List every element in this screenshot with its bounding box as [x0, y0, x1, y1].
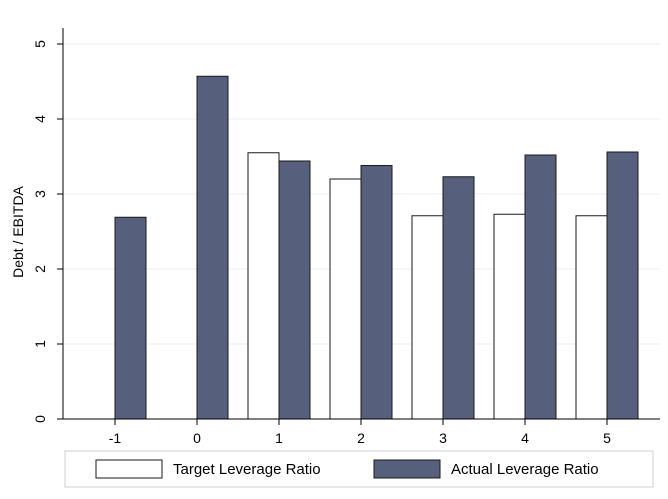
y-axis-ticks: 0 1 2 3 4 5 [32, 40, 63, 423]
x-tick-label: 0 [193, 430, 201, 446]
y-tick-label: 5 [32, 40, 48, 48]
bar-actual [442, 176, 475, 420]
y-tick-label: 0 [32, 415, 48, 423]
bar-target [493, 213, 526, 420]
bar-actual [524, 154, 557, 420]
x-tick-label: -1 [109, 430, 122, 446]
bars [114, 75, 639, 420]
bar-target [247, 152, 280, 420]
bar-actual [606, 151, 639, 420]
legend-frame [64, 450, 654, 488]
x-axis-ticks: -1 0 1 2 3 4 5 [109, 419, 611, 446]
bar-actual [114, 216, 147, 420]
bar-target [411, 215, 444, 420]
y-axis-title: Debt / EBITDA [10, 185, 26, 277]
legend: Target Leverage Ratio Actual Leverage Ra… [64, 450, 654, 488]
legend-swatch-target [95, 459, 163, 479]
bar-actual [360, 165, 393, 420]
y-tick-label: 1 [32, 340, 48, 348]
y-tick-label: 4 [32, 115, 48, 123]
bar-actual [196, 75, 229, 420]
bar-actual [278, 160, 311, 420]
x-tick-label: 5 [603, 430, 611, 446]
bar-target [329, 178, 362, 420]
x-tick-label: 2 [357, 430, 365, 446]
legend-swatch-actual [373, 459, 441, 479]
y-tick-label: 2 [32, 265, 48, 273]
y-tick-label: 3 [32, 190, 48, 198]
bar-target [575, 215, 608, 420]
legend-label-actual: Actual Leverage Ratio [451, 461, 599, 478]
legend-label-target: Target Leverage Ratio [173, 461, 321, 478]
x-tick-label: 3 [439, 430, 447, 446]
x-tick-label: 4 [521, 430, 529, 446]
x-tick-label: 1 [275, 430, 283, 446]
